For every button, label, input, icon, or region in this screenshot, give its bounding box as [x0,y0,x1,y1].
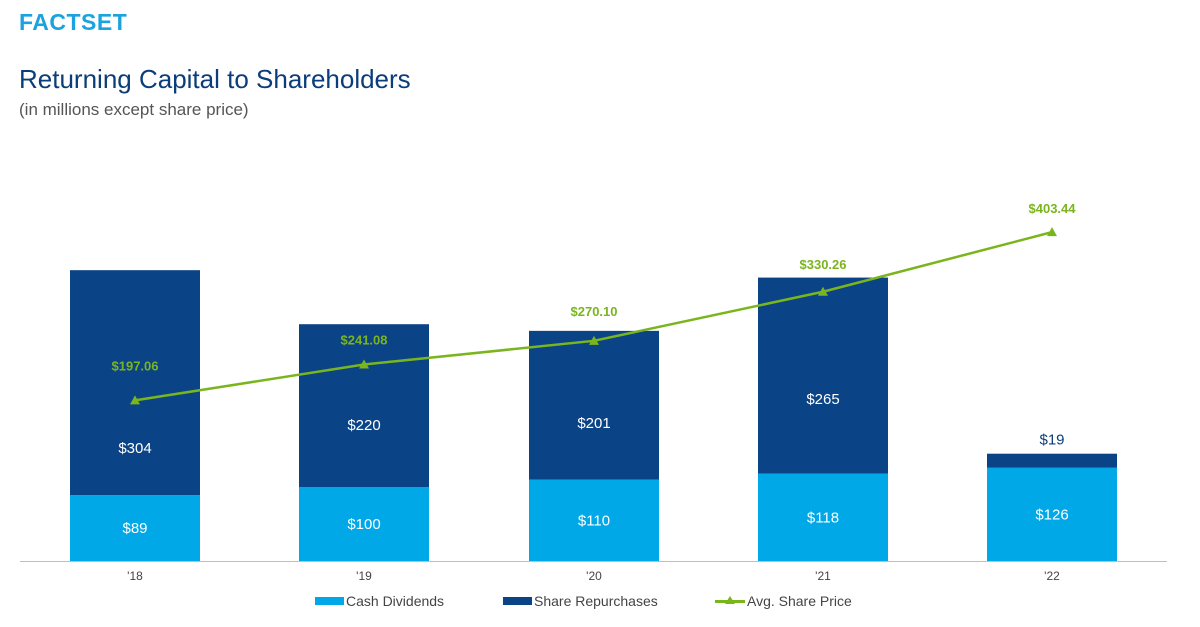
avg-share-price-marker-0 [130,395,140,405]
label-avg-share-price-2: $270.10 [571,304,618,319]
x-tick-label-1: '19 [356,569,372,583]
legend-item-cash-dividends: Cash Dividends [315,593,444,609]
avg-share-price-marker-2 [589,335,599,345]
legend-item-avg-share-price: Avg. Share Price [715,593,852,609]
legend-label-share-repurchases: Share Repurchases [534,593,658,609]
label-avg-share-price-4: $403.44 [1029,201,1077,216]
bar-cash-dividends-2 [529,479,659,561]
label-share-repurchases-4: $19 [1039,432,1064,449]
capital-return-chart: $89 $304 '18 $100 $220 '19 $110 $201 '20 $118 $265… [20,201,1167,583]
bar-share-repurchases-3 [758,277,888,474]
label-avg-share-price-3: $330.26 [800,257,847,272]
label-cash-dividends-0: $89 [122,520,147,537]
bar-share-repurchases-1 [299,324,429,487]
bar-cash-dividends-3 [758,473,888,561]
x-tick-label-0: '18 [127,569,143,583]
label-share-repurchases-0: $304 [118,440,151,457]
label-share-repurchases-2: $201 [577,415,610,432]
x-tick-label-4: '22 [1044,569,1060,583]
page-title: Returning Capital to Shareholders [19,64,411,94]
legend-line-avg-share-price [715,595,745,607]
avg-share-price-marker-3 [818,286,828,296]
avg-share-price-marker-4 [1047,227,1057,237]
legend-item-share-repurchases: Share Repurchases [503,593,658,609]
x-tick-label-2: '20 [586,569,602,583]
legend-label-avg-share-price: Avg. Share Price [747,593,852,609]
label-cash-dividends-3: $118 [807,509,839,526]
label-share-repurchases-3: $265 [806,391,839,408]
label-avg-share-price-0: $197.06 [112,358,159,373]
chart-legend: Cash Dividends Share Repurchases Avg. Sh… [0,593,1200,613]
label-avg-share-price-1: $241.08 [341,332,388,347]
bar-cash-dividends-1 [299,487,429,561]
label-cash-dividends-4: $126 [1035,506,1068,523]
page-subtitle: (in millions except share price) [19,100,249,119]
label-share-repurchases-1: $220 [347,417,380,434]
bar-cash-dividends-0 [70,495,200,561]
legend-swatch-share-repurchases [503,597,532,605]
bar-share-repurchases-2 [529,330,659,480]
avg-share-price-marker-1 [359,359,369,369]
x-tick-label-3: '21 [815,569,831,583]
bar-share-repurchases-0 [70,270,200,496]
bar-share-repurchases-4 [987,453,1117,468]
factset-logo: FACTSET [19,9,128,35]
label-cash-dividends-2: $110 [578,512,610,529]
label-cash-dividends-1: $100 [347,516,380,533]
legend-label-cash-dividends: Cash Dividends [346,593,445,609]
bar-cash-dividends-4 [987,467,1117,561]
legend-swatch-cash-dividends [315,597,344,605]
